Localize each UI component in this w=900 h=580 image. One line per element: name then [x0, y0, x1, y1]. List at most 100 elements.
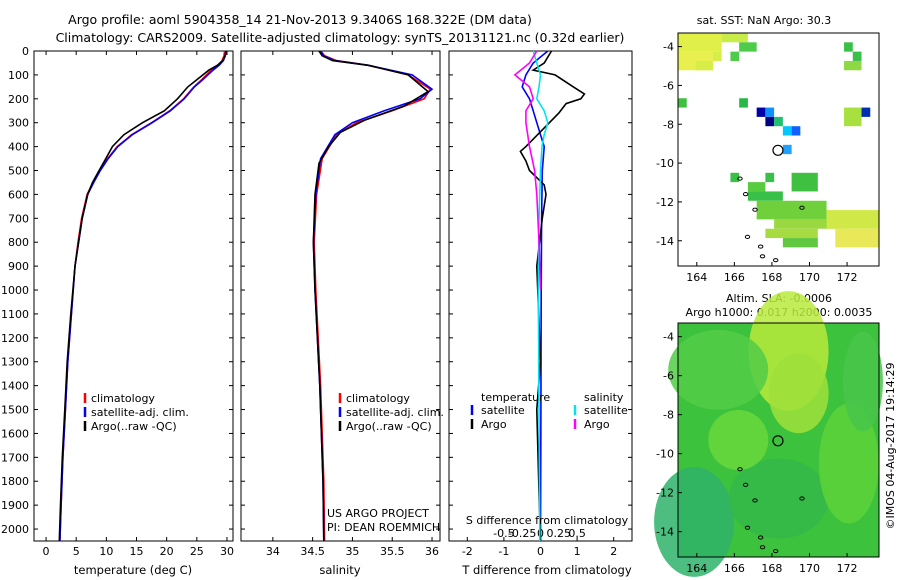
y-tick-label: 500 [8, 165, 29, 178]
x-tick-label: 2 [610, 545, 617, 558]
figure-title-line1: Argo profile: aoml 5904358_14 21-Nov-201… [68, 12, 532, 27]
y-tick-label: 400 [8, 141, 29, 154]
x-tick-label-salinity: -0.5 [493, 527, 514, 540]
sst-pixel [756, 200, 827, 220]
island-outline [759, 545, 766, 550]
y-tick-label: 600 [8, 188, 29, 201]
x-tick-label: 36 [425, 545, 439, 558]
y-tick-label: 1000 [1, 284, 29, 297]
island-outline [757, 535, 764, 540]
x-tick-label: 5 [73, 545, 80, 558]
difference-profile-plot: -2 -1 0 1 2-0.5-0.25 0 0.250.5S difference fro… [448, 50, 633, 577]
imos-credit: ©IMOS 04-Aug-2017 19:14:29 [884, 363, 897, 530]
island-outline [742, 192, 749, 197]
sst-pixel [782, 126, 792, 136]
x-tick-label: 35.5 [380, 545, 405, 558]
y-tick-label: 200 [8, 93, 29, 106]
sst-pixel [774, 116, 783, 127]
x-tick-label: 15 [130, 545, 144, 558]
sst-pixel [756, 107, 766, 117]
sla-anomaly-patch [768, 353, 829, 434]
y-tick-label: -10 [656, 448, 674, 461]
x-axis-label: salinity [319, 563, 360, 577]
sst-pixel [791, 126, 801, 136]
map-frame [677, 322, 880, 558]
y-tick-label: 1500 [1, 404, 29, 417]
series-line-temperature-satellite [521, 50, 549, 542]
series-line-argo-raw-qc- [312, 50, 430, 542]
sst-pixel [765, 172, 775, 183]
x-tick-label: 0 [537, 545, 544, 558]
sst-pixel [765, 116, 775, 127]
x-tick-label: 0 [43, 545, 50, 558]
y-tick-label: 1600 [1, 427, 29, 440]
sst-pixel [844, 42, 853, 52]
sst-pixel [739, 98, 748, 108]
y-tick-label: -8 [663, 118, 674, 131]
y-tick-label: 1800 [1, 475, 29, 488]
sst-pixel [712, 51, 722, 61]
sst-pixel [844, 60, 862, 71]
sla-anomaly-patch [708, 410, 769, 470]
sla-anomaly-patch [668, 329, 769, 410]
sst-pixel [747, 191, 783, 201]
x-tick-label: 25 [190, 545, 204, 558]
y-tick-label: 1400 [1, 380, 29, 393]
sst-pixel [730, 172, 740, 183]
sla-anomaly-patch [842, 331, 883, 432]
legend-label: satellite [584, 404, 628, 417]
sst-pixel [774, 219, 845, 229]
island-outline [744, 234, 751, 239]
y-tick-label: 0 [22, 45, 29, 58]
legend-label: satellite-adj. clim. [91, 406, 189, 419]
plot-frame [33, 50, 234, 542]
legend-label: climatology [346, 392, 410, 405]
series-line-salinity-argo [513, 50, 542, 291]
island-outline [799, 205, 805, 210]
x-tick-label: 172 [837, 271, 858, 284]
island-outline [752, 207, 758, 212]
y-tick-label: 2000 [1, 523, 29, 536]
argo-position-marker [772, 144, 784, 156]
x-tick-label: -1 [498, 545, 509, 558]
project-credit: US ARGO PROJECT [327, 507, 429, 520]
series-line-salinity-satellite [532, 50, 549, 542]
y-tick-label: -8 [663, 409, 674, 422]
legend-title-salinity: salinity [584, 391, 624, 404]
x-tick-label: 166 [724, 271, 745, 284]
legend-label: climatology [91, 392, 155, 405]
island-outline [757, 244, 764, 249]
sst-pixel [852, 51, 862, 61]
x-tick-label-salinity: -0.25 [508, 527, 536, 540]
series-line-temperature-argo [519, 50, 586, 542]
x-tick-label: 20 [160, 545, 174, 558]
sst-pixel [791, 172, 818, 192]
island-outline [737, 467, 743, 472]
y-tick-label: -14 [656, 235, 674, 248]
y-tick-label: 700 [8, 212, 29, 225]
island-outline [752, 498, 758, 503]
argo-position-marker [772, 435, 784, 447]
legend-label: Argo(..raw -QC) [91, 420, 177, 433]
sst-pixel [678, 33, 722, 52]
x-axis-label-top: S difference from climatology [466, 514, 629, 527]
x-tick-label: 34.5 [300, 545, 325, 558]
sst-pixel [835, 228, 879, 248]
y-tick-label: -12 [656, 487, 674, 500]
legend-label: Argo [481, 418, 507, 431]
temperature-profile-plot: 0100200300400500600700800900100011001200… [1, 45, 234, 577]
x-tick-label: 166 [724, 562, 745, 575]
y-tick-label: 800 [8, 236, 29, 249]
y-tick-label: -4 [663, 41, 674, 54]
sst-pixel [695, 60, 713, 71]
sst-pixel [782, 238, 818, 248]
island-outline [737, 176, 743, 181]
plot-frame [240, 50, 441, 542]
y-tick-label: 1200 [1, 332, 29, 345]
island-outline [799, 496, 805, 501]
x-tick-label: -2 [462, 545, 473, 558]
sst-pixel [861, 107, 871, 117]
island-outline [759, 254, 766, 259]
